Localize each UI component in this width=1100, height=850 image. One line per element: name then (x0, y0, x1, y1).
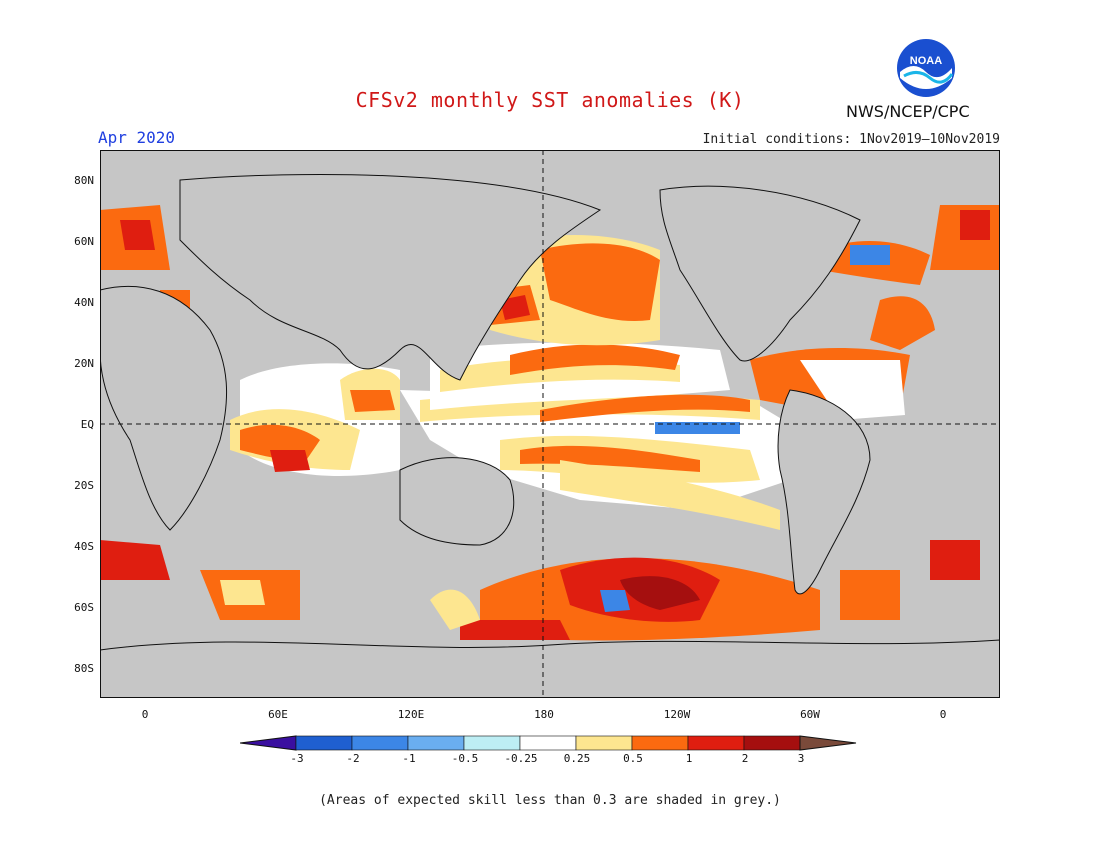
skill-note: (Areas of expected skill less than 0.3 a… (319, 793, 781, 808)
lat-label-40n: 40N (74, 296, 94, 309)
lat-label-20n: 20N (74, 357, 94, 370)
colorbar-label-1: 1 (685, 752, 693, 765)
lat-label-80n: 80N (74, 174, 94, 187)
anomaly-patches (100, 205, 1000, 641)
colorbar-label-m025: -0.25 (504, 752, 538, 765)
logo-text: NOAA (910, 55, 942, 67)
lat-label-60s: 60S (74, 601, 94, 614)
colorbar-label-3: 3 (797, 752, 805, 765)
lon-label-60e: 60E (268, 708, 288, 721)
lat-label-eq: EQ (80, 418, 94, 431)
colorbar-arrow-low (240, 735, 297, 751)
colorbar-label-m2: -2 (346, 752, 360, 765)
colorbar-arrow-high (799, 735, 857, 751)
colorbar-swatch (407, 735, 465, 751)
lon-label-0-east: 0 (939, 708, 947, 721)
colorbar-swatch (631, 735, 689, 751)
sst-anomaly-map (100, 150, 1000, 698)
lat-label-60n: 60N (74, 235, 94, 248)
lat-label-80s: 80S (74, 662, 94, 675)
initial-conditions: Initial conditions: 1Nov2019–10Nov2019 (702, 132, 1000, 147)
colorbar (240, 735, 857, 751)
colorbar-label-m3: -3 (290, 752, 304, 765)
lat-label-20s: 20S (74, 479, 94, 492)
lat-label-40s: 40S (74, 540, 94, 553)
colorbar-label-05: 0.5 (623, 752, 643, 765)
colorbar-swatch (743, 735, 801, 751)
agency-label: NWS/NCEP/CPC (846, 102, 970, 121)
noaa-logo-icon: NOAA (897, 39, 955, 97)
colorbar-swatch (351, 735, 409, 751)
lon-label-180: 180 (534, 708, 554, 721)
lon-label-60w: 60W (800, 708, 820, 721)
colorbar-label-2: 2 (741, 752, 749, 765)
colorbar-swatch (519, 735, 577, 751)
continent-outlines (100, 173, 1000, 698)
colorbar-swatch (575, 735, 633, 751)
lon-label-120w: 120W (663, 708, 691, 721)
colorbar-swatch (687, 735, 745, 751)
colorbar-label-m05: -0.5 (451, 752, 479, 765)
lon-label-120e: 120E (397, 708, 425, 721)
colorbar-swatch (463, 735, 521, 751)
map-title: CFSv2 monthly SST anomalies (K) (355, 88, 745, 112)
colorbar-swatch (295, 735, 353, 751)
forecast-month: Apr 2020 (98, 128, 176, 147)
colorbar-label-025: 0.25 (563, 752, 591, 765)
colorbar-label-m1: -1 (402, 752, 416, 765)
lon-label-0: 0 (141, 708, 149, 721)
